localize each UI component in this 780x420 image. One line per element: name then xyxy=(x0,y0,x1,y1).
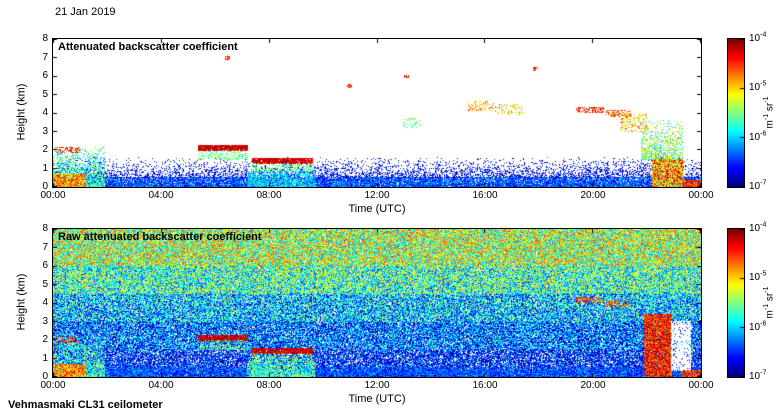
y-tick-label: 3 xyxy=(42,126,48,137)
instrument-label: Vehmasmaki CL31 ceilometer xyxy=(8,399,163,411)
x-axis-label-top: Time (UTC) xyxy=(348,203,406,215)
y-tick-label: 1 xyxy=(42,163,48,174)
colorbar-gradient-top xyxy=(728,39,744,187)
y-tick-label: 2 xyxy=(42,144,48,155)
colorbar-units-text-top: m-1 sr-1 xyxy=(763,96,776,128)
x-axis-label-bottom: Time (UTC) xyxy=(348,393,406,405)
colorbar-tick-label: 10-6 xyxy=(749,130,767,143)
y-tick-label: 1 xyxy=(42,353,48,364)
x-tick-label: 00:00 xyxy=(688,190,714,201)
y-axis-label-bottom: Height (km) xyxy=(14,228,28,376)
y-axis-label-text-bottom: Height (km) xyxy=(15,273,27,331)
plot-area-top: Attenuated backscatter coefficient xyxy=(52,38,702,188)
x-tick-label: 00:00 xyxy=(40,380,66,391)
y-tick-label: 8 xyxy=(42,33,48,44)
colorbar-bottom xyxy=(727,228,745,378)
y-tick-label: 0 xyxy=(42,371,48,382)
x-tick-label: 00:00 xyxy=(40,190,66,201)
y-tick-label: 4 xyxy=(42,297,48,308)
y-tick-label: 5 xyxy=(42,89,48,100)
heatmap-canvas-bottom xyxy=(53,229,701,377)
colorbar-tick-label: 10-7 xyxy=(749,369,767,382)
colorbar-tick-label: 10-4 xyxy=(749,31,767,44)
colorbar-tick-label: 10-7 xyxy=(749,179,767,192)
x-tick-label: 12:00 xyxy=(364,380,390,391)
date-label: 21 Jan 2019 xyxy=(55,6,116,18)
y-tick-label: 8 xyxy=(42,223,48,234)
y-tick-label: 5 xyxy=(42,279,48,290)
x-tick-label: 08:00 xyxy=(256,190,282,201)
colorbar-tick-label: 10-4 xyxy=(749,221,767,234)
plot-title-top: Attenuated backscatter coefficient xyxy=(58,41,238,53)
x-tick-label: 00:00 xyxy=(688,380,714,391)
colorbar-units-text-bottom: m-1 sr-1 xyxy=(763,286,776,318)
y-axis-label-text-top: Height (km) xyxy=(15,83,27,141)
x-tick-label: 12:00 xyxy=(364,190,390,201)
colorbar-units-top: m-1 sr-1 xyxy=(762,38,778,186)
y-tick-label: 0 xyxy=(42,181,48,192)
colorbar-tick-label: 10-5 xyxy=(749,80,767,93)
y-tick-label: 2 xyxy=(42,334,48,345)
x-tick-label: 20:00 xyxy=(580,190,606,201)
colorbar-gradient-bottom xyxy=(728,229,744,377)
plot-title-bottom: Raw attenuated backscatter coefficient xyxy=(58,231,262,243)
x-tick-label: 16:00 xyxy=(472,190,498,201)
plot-area-bottom: Raw attenuated backscatter coefficient xyxy=(52,228,702,378)
y-tick-label: 7 xyxy=(42,242,48,253)
heatmap-canvas-top xyxy=(53,39,701,187)
y-tick-label: 7 xyxy=(42,52,48,63)
x-tick-label: 20:00 xyxy=(580,380,606,391)
colorbar-units-bottom: m-1 sr-1 xyxy=(762,228,778,376)
y-tick-label: 3 xyxy=(42,316,48,327)
colorbar-tick-label: 10-6 xyxy=(749,320,767,333)
x-tick-label: 04:00 xyxy=(148,380,174,391)
y-tick-label: 4 xyxy=(42,107,48,118)
x-tick-label: 08:00 xyxy=(256,380,282,391)
x-tick-label: 04:00 xyxy=(148,190,174,201)
y-tick-label: 6 xyxy=(42,260,48,271)
y-tick-label: 6 xyxy=(42,70,48,81)
y-axis-label-top: Height (km) xyxy=(14,38,28,186)
colorbar-tick-label: 10-5 xyxy=(749,270,767,283)
x-tick-label: 16:00 xyxy=(472,380,498,391)
colorbar-top xyxy=(727,38,745,188)
